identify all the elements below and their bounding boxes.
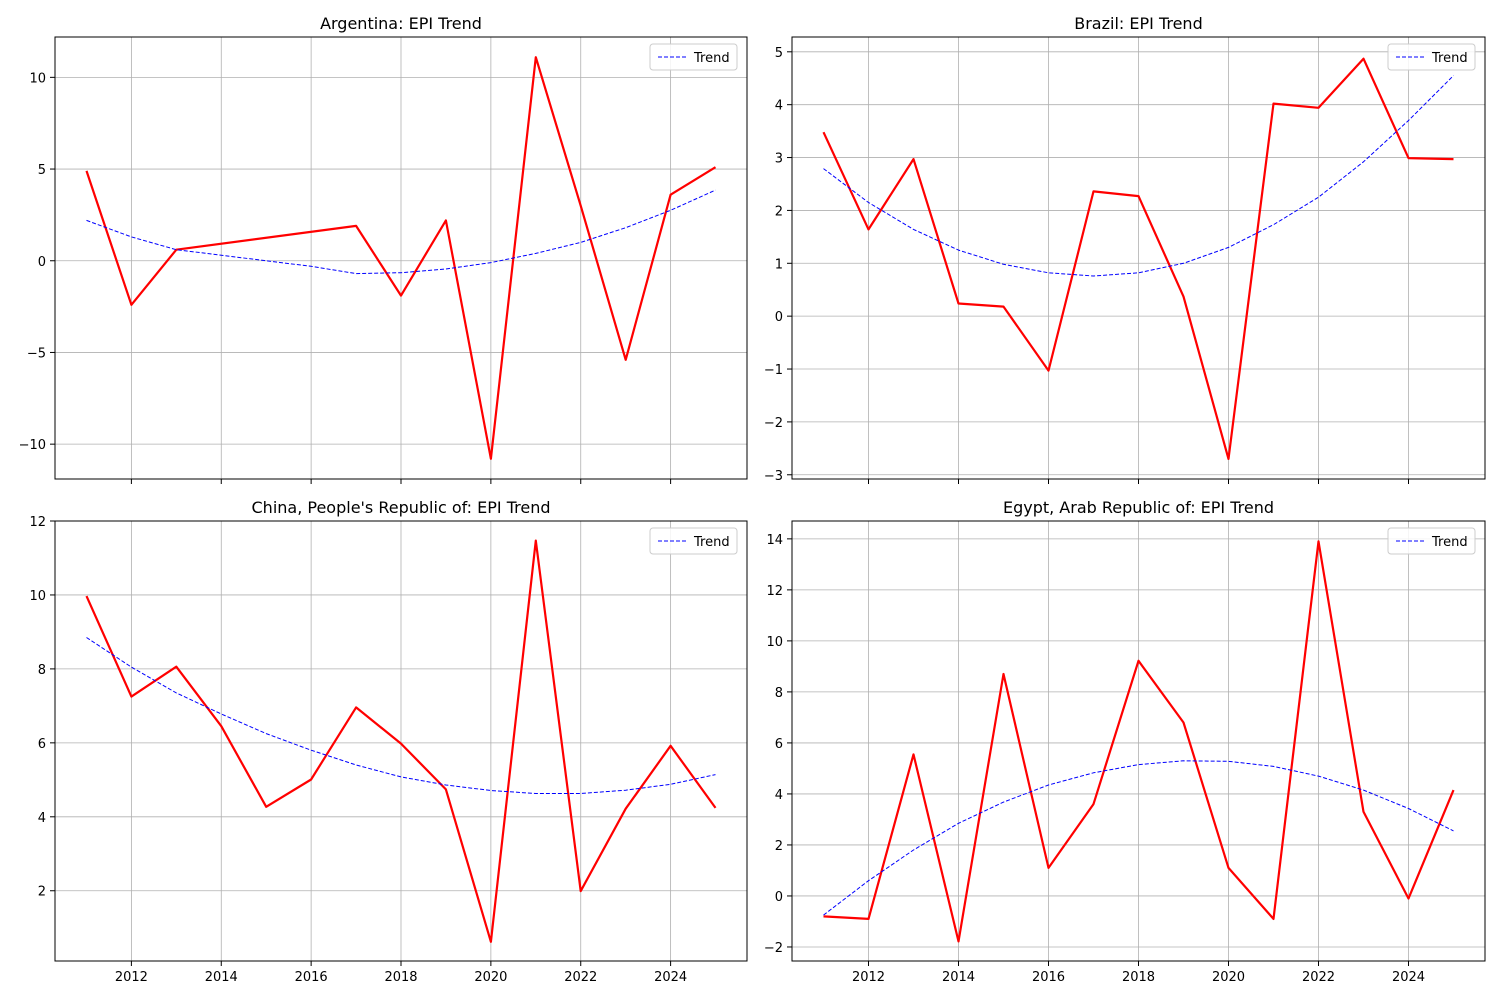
x-tick-label: 2014 bbox=[205, 970, 238, 985]
y-tick-label: 4 bbox=[775, 788, 783, 803]
x-tick-label: 2018 bbox=[1122, 970, 1155, 985]
y-tick-label: −2 bbox=[764, 416, 783, 431]
epi-series-line bbox=[85, 56, 717, 460]
legend-box bbox=[1387, 527, 1476, 555]
y-tick-label: 8 bbox=[775, 686, 783, 701]
x-tick-label: 2024 bbox=[654, 970, 687, 985]
y-tick-label: 14 bbox=[766, 533, 783, 548]
x-tick-label: 2022 bbox=[564, 970, 597, 985]
y-tick-label: 1 bbox=[775, 257, 783, 272]
trend-line bbox=[86, 189, 716, 275]
y-tick-label: 0 bbox=[38, 255, 46, 270]
y-tick-label: 12 bbox=[29, 515, 46, 530]
y-tick-label: 0 bbox=[775, 310, 783, 325]
y-tick-label: 2 bbox=[775, 204, 783, 219]
x-tick-label: 2012 bbox=[852, 970, 885, 985]
legend: Trend bbox=[1387, 527, 1476, 555]
legend: Trend bbox=[649, 527, 738, 555]
legend: Trend bbox=[1387, 43, 1476, 71]
y-tick-label: 0 bbox=[775, 890, 783, 905]
axes-frame bbox=[54, 36, 748, 480]
y-tick-label: −3 bbox=[764, 469, 783, 484]
y-tick-label: 10 bbox=[29, 589, 46, 604]
x-tick-label: 2022 bbox=[1302, 970, 1335, 985]
y-tick-label: −2 bbox=[764, 941, 783, 956]
y-tick-label: −5 bbox=[27, 346, 46, 361]
axes-frame bbox=[791, 520, 1486, 962]
axes-frame bbox=[791, 36, 1486, 480]
y-tick-label: 8 bbox=[38, 663, 46, 678]
legend-label: Trend bbox=[1431, 51, 1468, 66]
axes-frame bbox=[54, 520, 748, 962]
x-tick-label: 2014 bbox=[942, 970, 975, 985]
legend-label: Trend bbox=[1431, 535, 1468, 550]
y-tick-label: 10 bbox=[29, 71, 46, 86]
y-tick-label: 4 bbox=[775, 99, 783, 114]
legend-label: Trend bbox=[693, 51, 730, 66]
chart-title: Egypt, Arab Republic of: EPI Trend bbox=[1003, 498, 1274, 517]
chart-panel-3: China, People's Republic of: EPI Trend 20… bbox=[29, 498, 748, 985]
x-tick-label: 2020 bbox=[474, 970, 507, 985]
y-tick-label: 5 bbox=[38, 163, 46, 178]
y-tick-label: 12 bbox=[766, 584, 783, 599]
y-tick-label: 6 bbox=[775, 737, 783, 752]
epi-series-line bbox=[823, 540, 1455, 943]
legend-box bbox=[1387, 43, 1476, 71]
y-tick-label: 2 bbox=[38, 885, 46, 900]
chart-panel-1: Argentina: EPI Trend −10 −5 0 5 10 Trend bbox=[19, 14, 748, 484]
x-tick-label: 2024 bbox=[1392, 970, 1425, 985]
x-tick-label: 2016 bbox=[1032, 970, 1065, 985]
y-tick-label: −10 bbox=[19, 438, 46, 453]
trend-line bbox=[823, 760, 1454, 916]
trend-line bbox=[86, 637, 716, 794]
legend-box bbox=[649, 43, 738, 71]
epi-series-line bbox=[85, 539, 717, 943]
y-tick-label: 4 bbox=[38, 811, 46, 826]
y-tick-label: 2 bbox=[775, 839, 783, 854]
legend: Trend bbox=[649, 43, 738, 71]
x-tick-label: 2016 bbox=[295, 970, 328, 985]
x-tick-label: 2012 bbox=[115, 970, 148, 985]
y-tick-label: 10 bbox=[766, 635, 783, 650]
trend-line bbox=[823, 75, 1454, 277]
chart-title: China, People's Republic of: EPI Trend bbox=[252, 498, 551, 517]
chart-title: Brazil: EPI Trend bbox=[1074, 14, 1202, 33]
legend-box bbox=[649, 527, 738, 555]
epi-series-line bbox=[822, 57, 1454, 460]
y-tick-label: 6 bbox=[38, 737, 46, 752]
y-tick-label: −1 bbox=[764, 363, 783, 378]
legend-label: Trend bbox=[693, 535, 730, 550]
chart-panel-2: Brazil: EPI Trend −3 −2 −1 0 1 2 3 4 5 Trend bbox=[764, 14, 1486, 484]
y-tick-label: 5 bbox=[775, 46, 783, 61]
chart-title: Argentina: EPI Trend bbox=[320, 14, 482, 33]
x-tick-label: 2020 bbox=[1212, 970, 1245, 985]
x-tick-label: 2018 bbox=[384, 970, 417, 985]
y-tick-label: 3 bbox=[775, 152, 783, 167]
